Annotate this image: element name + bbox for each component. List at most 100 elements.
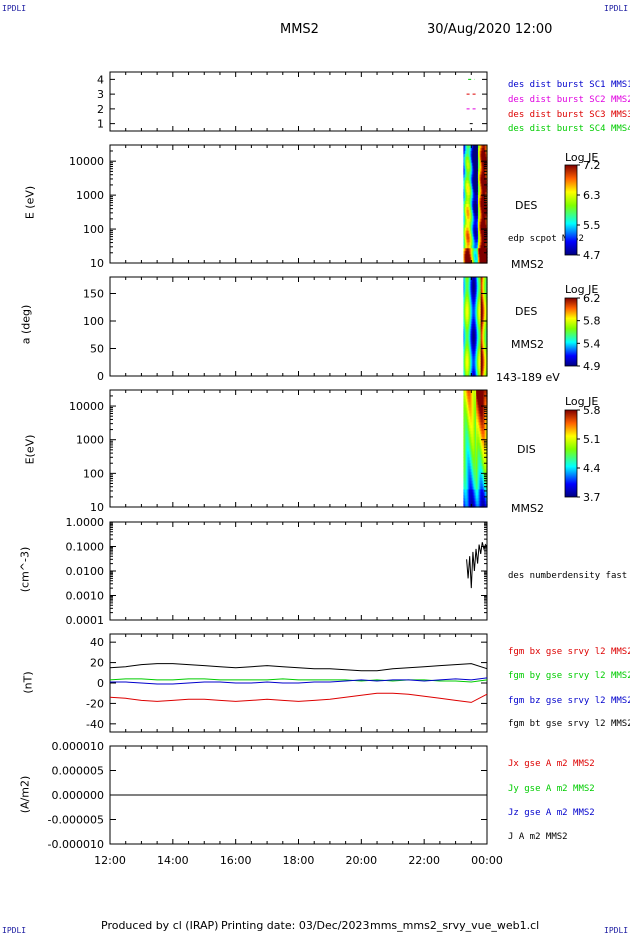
des-pitch-cell	[467, 294, 469, 298]
dis-energy-cell	[473, 471, 475, 476]
des-energy-cell	[473, 189, 475, 193]
des-energy-cell	[468, 177, 471, 181]
dis-energy-cell	[463, 395, 465, 400]
des-pitch-cell	[478, 284, 481, 288]
des-energy-cell	[472, 215, 475, 220]
des-pitch-cell	[477, 361, 480, 365]
current-label-jz: Jz gse A m2 MMS2	[508, 808, 595, 818]
dis-energy-cell	[472, 492, 475, 496]
des-energy-cell	[482, 165, 484, 170]
dis-energy-cell	[471, 401, 474, 406]
dis-energy-cell	[474, 463, 476, 467]
des-energy-cell	[464, 192, 466, 196]
dis-energy-cell	[480, 410, 483, 414]
dis-energy-cell	[472, 477, 475, 482]
dis-energy-cell	[467, 463, 469, 467]
des-energy-cell	[469, 212, 472, 217]
footer-filename: mms_mms2_srvy_vue_web1.cl	[370, 919, 540, 932]
dis-energy-cell	[475, 486, 477, 491]
des-pitch-cell	[470, 328, 473, 333]
dis-energy-cell	[479, 425, 482, 429]
des-energy-cell	[471, 245, 474, 249]
des-pitch-cell	[468, 336, 471, 340]
dis-energy-cell	[472, 468, 475, 473]
dis-energy-cell	[477, 463, 479, 467]
des-energy-cell	[471, 180, 474, 184]
des-energy-spacecraft: MMS2	[511, 258, 544, 271]
des-pitch-cell	[477, 341, 479, 345]
dis-energy-cell	[475, 410, 477, 414]
dis-energy-cell	[463, 439, 465, 444]
des-pitch-cell	[467, 351, 470, 355]
des-pitch-cell	[481, 373, 484, 377]
dis-energy-cell	[481, 392, 484, 397]
des-pitch-cell	[465, 291, 467, 295]
des-energy-cell	[484, 257, 486, 261]
des-energy-cell	[467, 215, 469, 220]
des-pitch-cell	[467, 291, 469, 295]
dis-energy-cell	[482, 410, 484, 414]
des-pitch-cell	[468, 289, 471, 293]
des-energy-cell	[476, 254, 478, 258]
des-energy-cell	[477, 147, 479, 152]
des-energy-cell	[475, 209, 477, 214]
des-pitch-cell	[466, 321, 468, 325]
des-energy-cell	[484, 186, 486, 190]
dis-energy-cell	[478, 498, 481, 502]
des-pitch-cell	[477, 328, 480, 333]
des-energy-cell	[466, 186, 468, 190]
dis-energy-cell	[480, 448, 483, 453]
des-energy-cell	[479, 174, 482, 179]
des-energy-cell	[481, 201, 484, 205]
des-pitch-cell	[482, 371, 484, 375]
des-pitch-cell	[467, 296, 469, 300]
dis-energy-cell	[477, 474, 479, 479]
des-energy-cell	[485, 215, 487, 220]
des-pitch-cell	[480, 299, 483, 303]
des-energy-cell	[474, 245, 476, 249]
dis-energy-cell	[469, 392, 472, 397]
des-pitch-cell	[477, 348, 480, 352]
dis-energy-cell	[463, 413, 465, 417]
dis-energy-cell	[465, 392, 467, 397]
des-energy-colorbar-tick-label: 5.5	[583, 219, 601, 232]
des-pitch-cell	[470, 281, 473, 286]
current-y-tick-label: -0.000005	[48, 814, 104, 827]
des-pitch-cell	[471, 314, 474, 318]
des-pitch-cell	[463, 368, 465, 372]
des-energy-cell	[464, 186, 466, 190]
des-pitch-cell	[465, 294, 467, 298]
dis-energy-cell	[474, 483, 476, 488]
dis-energy-cell	[475, 492, 477, 496]
des-energy-cell	[485, 236, 487, 240]
des-pitch-cell	[467, 333, 470, 337]
dis-energy-cell	[474, 451, 476, 455]
des-energy-cell	[477, 153, 479, 158]
des-pitch-cell	[480, 289, 483, 293]
dis-energy-colorbar-tick-label: 4.4	[583, 462, 601, 475]
des-pitch-cell	[481, 301, 484, 305]
des-energy-cell	[465, 159, 467, 164]
des-energy-cell	[481, 171, 484, 176]
des-pitch-cell	[468, 286, 471, 290]
des-pitch-cell	[463, 316, 465, 320]
dis-energy-cell	[465, 416, 467, 420]
dis-energy-cell	[466, 477, 468, 482]
dis-energy-cell	[477, 404, 480, 409]
footer-produced: Produced by cl (IRAP)	[101, 919, 219, 932]
dis-energy-cell	[477, 390, 480, 394]
des-energy-cell	[465, 147, 467, 152]
dis-energy-cell	[467, 392, 470, 397]
des-pitch-cell	[470, 371, 473, 375]
des-energy-cell	[472, 212, 475, 217]
des-energy-cell	[476, 248, 478, 252]
des-pitch-cell	[477, 351, 480, 355]
des-pitch-cell	[484, 373, 486, 377]
des-energy-cell	[476, 215, 478, 220]
des-energy-cell	[485, 145, 487, 149]
des-pitch-cell	[484, 316, 486, 320]
des-pitch-cell	[469, 289, 472, 293]
des-energy-cell	[485, 212, 487, 217]
dis-energy-cell	[484, 416, 486, 420]
des-pitch-cell	[474, 314, 476, 318]
